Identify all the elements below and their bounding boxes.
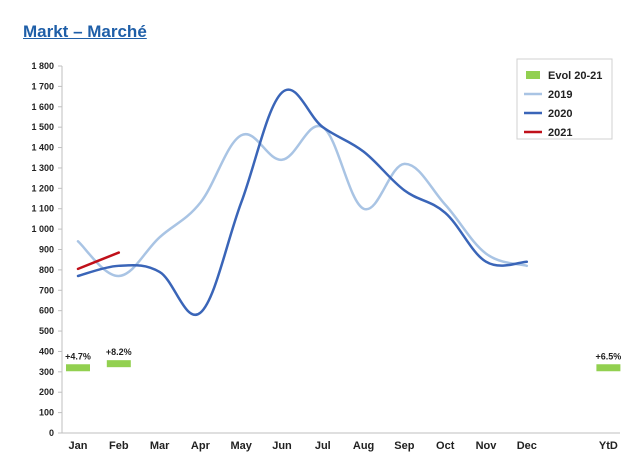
legend-swatch <box>526 71 540 79</box>
series-line-2020 <box>76 88 529 317</box>
x-tick-label: Nov <box>476 440 498 452</box>
chart-legend: Evol 20-21 2019 2020 2021 <box>516 58 613 140</box>
y-tick-label: 1 600 <box>31 102 54 112</box>
x-tick-label: Oct <box>436 440 455 452</box>
series-lines <box>76 88 529 317</box>
y-tick-label: 200 <box>39 387 54 397</box>
y-tick-label: 400 <box>39 346 54 356</box>
x-tick-label: Apr <box>191 440 211 452</box>
y-tick-label: 500 <box>39 326 54 336</box>
x-tick-label: Mar <box>150 440 170 452</box>
y-tick-label: 0 <box>49 428 54 438</box>
y-tick-label: 600 <box>39 306 54 316</box>
y-tick-label: 1 300 <box>31 163 54 173</box>
x-tick-label: Sep <box>394 440 414 452</box>
evol-bar <box>66 364 90 372</box>
y-tick-label: 1 500 <box>31 122 54 132</box>
y-tick-label: 1 000 <box>31 224 54 234</box>
x-axis: Jan Feb Mar Apr May Jun Jul Aug Sep Oct Nov Dec YtD <box>62 432 620 452</box>
legend-label: Evol 20-21 <box>548 70 602 82</box>
y-tick-label: 1 200 <box>31 183 54 193</box>
legend-label: 2020 <box>548 108 572 120</box>
evol-bar <box>596 364 621 372</box>
legend-label: 2021 <box>548 127 572 139</box>
series-line-2021 <box>76 251 121 271</box>
series-line-2019 <box>76 124 529 278</box>
y-tick-label: 100 <box>39 408 54 418</box>
evol-data-label: +8.2% <box>106 347 132 357</box>
evol-bar <box>106 360 131 368</box>
x-tick-label: Dec <box>517 440 537 452</box>
y-tick-label: 900 <box>39 245 54 255</box>
evol-data-label: +6.5% <box>596 351 622 361</box>
x-tick-label: Jul <box>315 440 331 452</box>
y-axis: 0 100 200 300 400 500 600 700 800 900 1 000 1 100 1 … <box>31 61 63 438</box>
x-tick-label: May <box>230 440 252 452</box>
evol-data-label: +4.7% <box>65 351 91 361</box>
y-tick-label: 1 800 <box>31 61 54 71</box>
y-tick-label: 800 <box>39 265 54 275</box>
y-tick-label: 1 400 <box>31 143 54 153</box>
evol-bars <box>66 360 621 372</box>
evol-labels: +4.7% +8.2% +6.5% <box>65 347 621 361</box>
y-tick-label: 1 100 <box>31 204 54 214</box>
page-title: Markt – Marché <box>23 22 147 41</box>
y-tick-label: 1 700 <box>31 81 54 91</box>
x-tick-label: Feb <box>109 440 129 452</box>
x-tick-label: YtD <box>599 440 618 452</box>
x-tick-label: Aug <box>353 440 374 452</box>
y-tick-label: 300 <box>39 367 54 377</box>
legend-label: 2019 <box>548 89 572 101</box>
x-tick-label: Jan <box>69 440 88 452</box>
y-tick-label: 700 <box>39 285 54 295</box>
x-tick-label: Jun <box>272 440 292 452</box>
